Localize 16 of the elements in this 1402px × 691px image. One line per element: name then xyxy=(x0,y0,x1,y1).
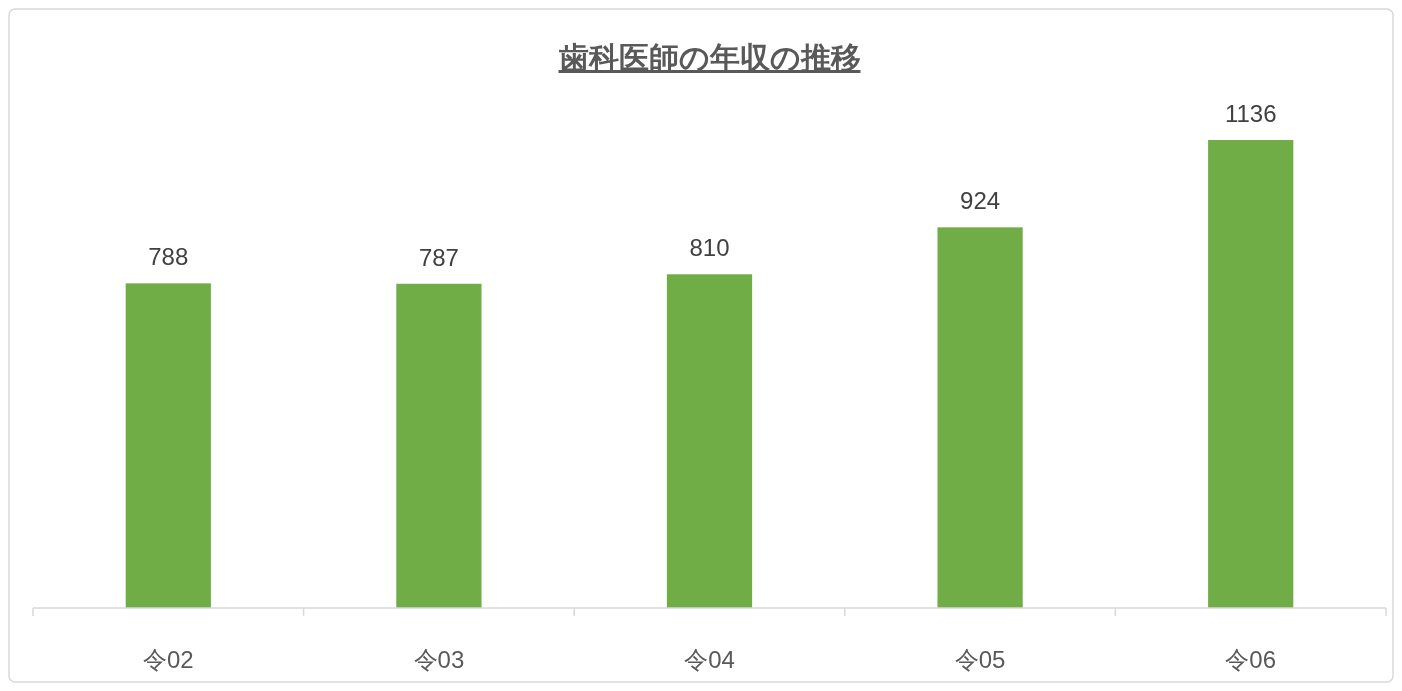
data-label: 1136 xyxy=(1224,100,1277,127)
data-label: 787 xyxy=(418,243,459,271)
data-label: 810 xyxy=(689,234,730,262)
bar xyxy=(666,274,753,608)
bar xyxy=(937,227,1023,608)
x-tick-label: 令04 xyxy=(684,646,735,673)
bar xyxy=(125,283,211,608)
bar xyxy=(1208,140,1294,608)
x-tick-label: 令05 xyxy=(954,646,1006,673)
data-label: 924 xyxy=(960,187,1001,215)
chart-title: 歯科医師の年収の推移 xyxy=(558,41,861,74)
x-tick-label: 令02 xyxy=(142,646,194,673)
data-label: 788 xyxy=(148,243,189,271)
x-tick-label: 令03 xyxy=(413,646,465,673)
x-tick-label: 令06 xyxy=(1225,646,1277,673)
bar xyxy=(396,283,482,608)
